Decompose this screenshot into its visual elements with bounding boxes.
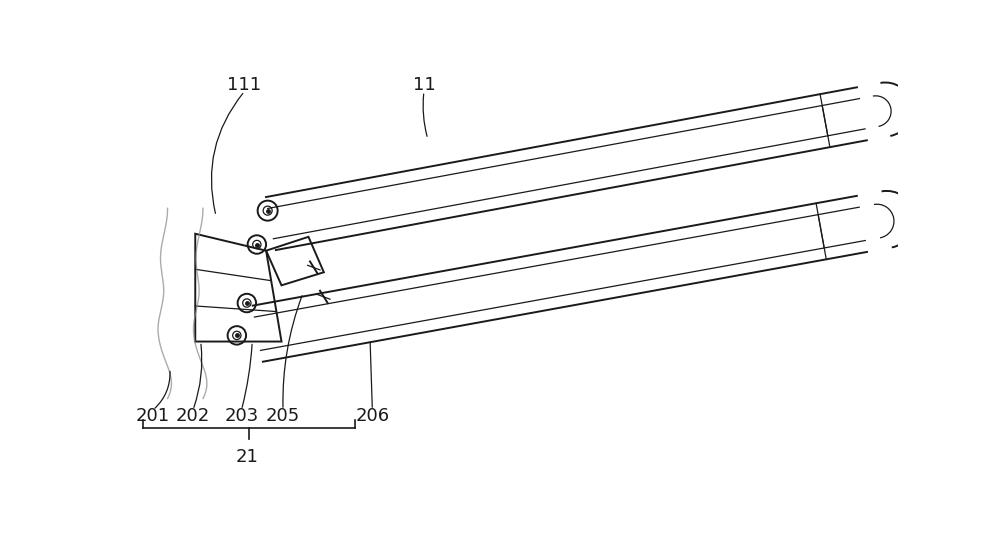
Text: 21: 21 bbox=[235, 448, 258, 466]
Text: 201: 201 bbox=[136, 407, 170, 425]
Text: 206: 206 bbox=[355, 407, 389, 425]
Text: 111: 111 bbox=[227, 76, 262, 94]
Text: 202: 202 bbox=[176, 407, 210, 425]
Text: 203: 203 bbox=[224, 407, 259, 425]
Text: 11: 11 bbox=[413, 76, 435, 94]
Text: 205: 205 bbox=[266, 407, 300, 425]
